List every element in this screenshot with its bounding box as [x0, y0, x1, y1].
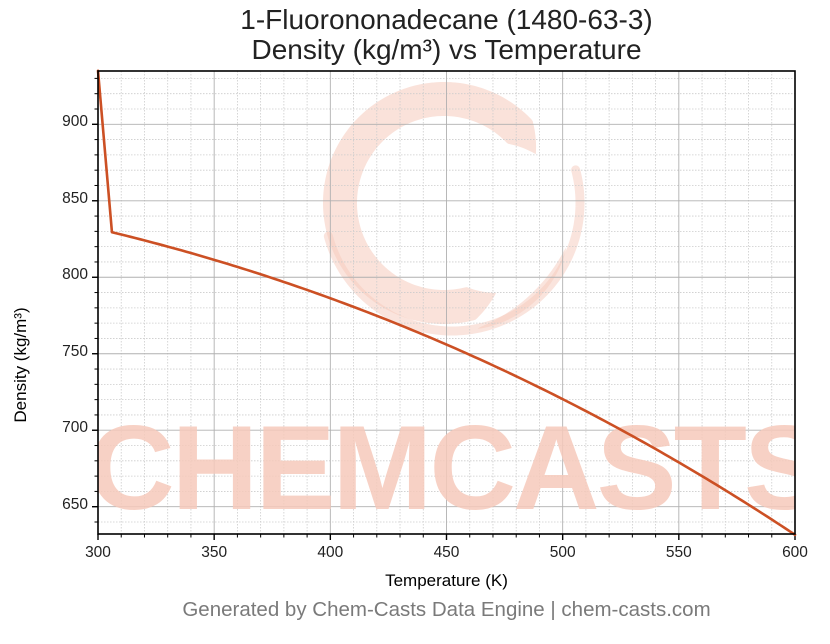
svg-text:CHEMCASTS: CHEMCASTS	[88, 401, 821, 535]
